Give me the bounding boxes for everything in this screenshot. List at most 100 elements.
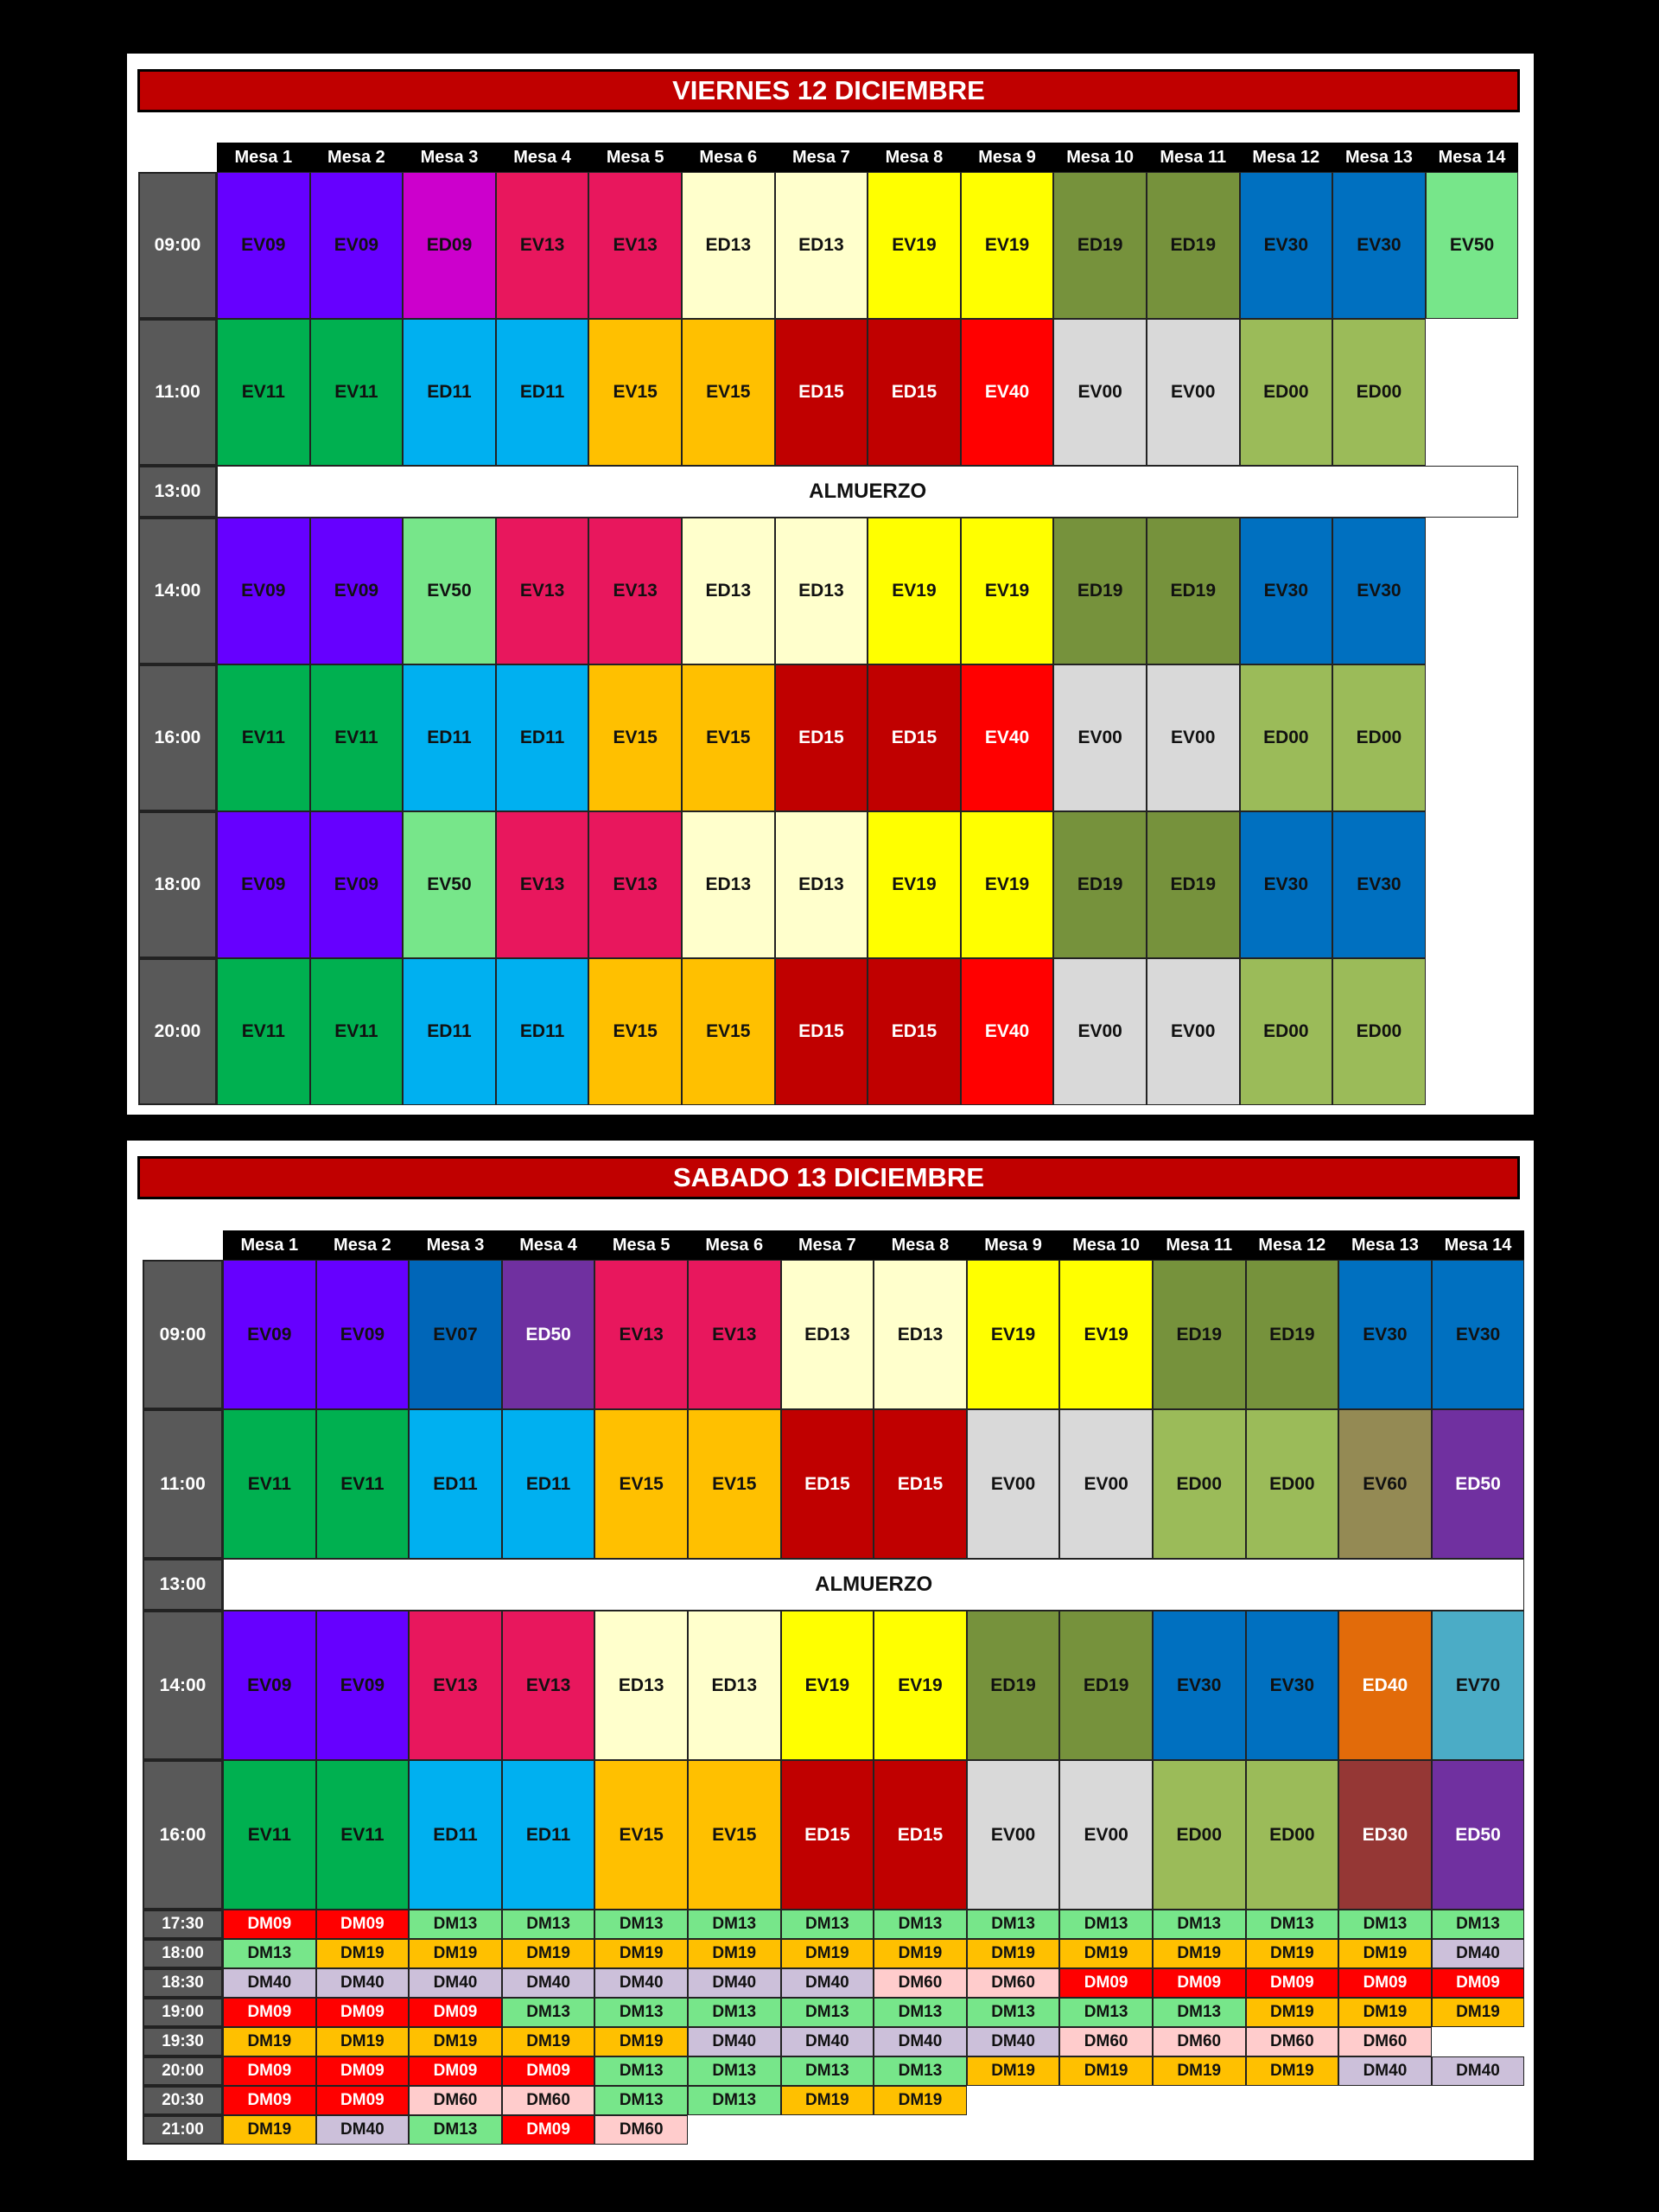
schedule-cell: DM13: [1059, 1998, 1153, 2027]
schedule-cell: ED11: [501, 1409, 595, 1559]
schedule-cell: DM19: [966, 2056, 1060, 2086]
schedule-cell: ED00: [1332, 319, 1426, 466]
schedule-cell: DM19: [223, 2027, 316, 2056]
schedule-cell: DM19: [501, 1939, 595, 1968]
schedule-cell: ED40: [1338, 1611, 1432, 1760]
schedule-cell: DM19: [594, 1939, 688, 1968]
schedule-cell: DM19: [315, 1939, 410, 1968]
column-header-mesa-2: Mesa 2: [315, 1230, 410, 1260]
empty-cell: [1152, 2086, 1246, 2115]
schedule-cell: ED11: [501, 1760, 595, 1910]
schedule-cell: ED00: [1239, 958, 1333, 1105]
schedule-cell: DM09: [1338, 1968, 1432, 1998]
schedule-cell: DM09: [409, 2056, 502, 2086]
time-label: 14:00: [138, 518, 217, 664]
schedule-cell: DM40: [687, 1968, 781, 1998]
schedule-cell: DM40: [1431, 2056, 1525, 2086]
schedule-cell: EV11: [309, 958, 404, 1105]
schedule-cell: DM13: [501, 1998, 595, 2027]
schedule-cell: DM19: [966, 1939, 1060, 1968]
schedule-cell: DM09: [1245, 1968, 1339, 1998]
schedule-cell: DM60: [1338, 2027, 1432, 2056]
schedule-cell: DM13: [594, 2086, 688, 2115]
schedule-cell: DM09: [315, 2056, 410, 2086]
schedule-cell: EV70: [1431, 1611, 1525, 1760]
time-label: 20:00: [138, 958, 217, 1105]
schedule-cell: DM13: [687, 1998, 781, 2027]
schedule-cell: ED09: [403, 172, 496, 319]
schedule-cell: ED15: [868, 319, 961, 466]
schedule-cell: DM13: [409, 2115, 502, 2145]
schedule-cell: DM60: [1245, 2027, 1339, 2056]
schedule-cell: EV13: [501, 1611, 595, 1760]
schedule-cell: EV11: [217, 319, 310, 466]
schedule-cell: EV15: [594, 1409, 688, 1559]
schedule-cell: DM09: [1152, 1968, 1246, 1998]
schedule-cell: EV19: [868, 811, 961, 958]
schedule-cell: ED00: [1332, 958, 1426, 1105]
schedule-cell: DM19: [1338, 1998, 1432, 2027]
schedule-cell: EV00: [1053, 958, 1147, 1105]
schedule-cell: DM19: [874, 2086, 967, 2115]
time-label: 20:30: [143, 2086, 223, 2115]
schedule-cell: EV40: [960, 664, 1054, 811]
time-label: 18:00: [138, 811, 217, 958]
schedule-cell: ED15: [868, 958, 961, 1105]
schedule-cell: ED13: [681, 172, 775, 319]
schedule-grid: Mesa 1 Mesa 2 Mesa 3 Mesa 4 Mesa 5 Mesa 6 Mesa…: [138, 143, 1519, 1105]
schedule-cell: DM40: [687, 2027, 781, 2056]
schedule-cell: EV00: [966, 1409, 1060, 1559]
schedule-cell: EV15: [681, 319, 775, 466]
column-header-mesa-11: Mesa 11: [1146, 143, 1240, 172]
schedule-cell: EV09: [217, 811, 310, 958]
schedule-cell: EV60: [1338, 1409, 1432, 1559]
day-title: SABADO 13 DICIEMBRE: [137, 1156, 1520, 1199]
schedule-cell: ED13: [594, 1611, 688, 1760]
header-corner: [138, 143, 217, 172]
schedule-cell: DM19: [409, 2027, 502, 2056]
schedule-cell: DM60: [874, 1968, 967, 1998]
schedule-cell: DM19: [1431, 1998, 1525, 2027]
schedule-cell: EV11: [217, 664, 310, 811]
empty-cell: [1431, 2086, 1525, 2115]
schedule-cell: DM40: [594, 1968, 688, 1998]
column-header-mesa-11: Mesa 11: [1152, 1230, 1246, 1260]
schedule-cell: ED19: [1053, 172, 1147, 319]
empty-cell: [966, 2086, 1060, 2115]
schedule-cell: ED15: [780, 1409, 874, 1559]
schedule-cell: DM13: [687, 1910, 781, 1939]
schedule-cell: ED15: [874, 1409, 967, 1559]
column-header-mesa-10: Mesa 10: [1059, 1230, 1153, 1260]
schedule-cell: DM40: [874, 2027, 967, 2056]
schedule-cell: EV50: [1425, 172, 1519, 319]
schedule-cell: EV13: [594, 1260, 688, 1409]
schedule-cell: ED11: [495, 958, 589, 1105]
time-label: 09:00: [143, 1260, 223, 1409]
schedule-cell: DM13: [780, 1910, 874, 1939]
column-header-mesa-3: Mesa 3: [403, 143, 496, 172]
schedule-cell: DM60: [1152, 2027, 1246, 2056]
schedule-cell: EV11: [217, 958, 310, 1105]
schedule-cell: DM13: [874, 1910, 967, 1939]
schedule-cell: EV11: [315, 1409, 410, 1559]
schedule-cell: DM19: [1059, 2056, 1153, 2086]
schedule-cell: EV15: [687, 1760, 781, 1910]
schedule-cell: EV15: [594, 1760, 688, 1910]
schedule-cell: EV15: [681, 664, 775, 811]
schedule-cell: DM19: [1059, 1939, 1153, 1968]
schedule-cell: DM19: [1245, 1998, 1339, 2027]
schedule-cell: DM40: [780, 1968, 874, 1998]
schedule-cell: DM13: [1152, 1910, 1246, 1939]
schedule-cell: DM13: [223, 1939, 316, 1968]
empty-cell: [966, 2115, 1060, 2145]
column-header-mesa-6: Mesa 6: [681, 143, 775, 172]
schedule-cell: DM19: [780, 1939, 874, 1968]
schedule-cell: EV00: [1053, 664, 1147, 811]
schedule-cell: EV19: [868, 518, 961, 664]
schedule-cell: ED13: [687, 1611, 781, 1760]
time-label: 11:00: [138, 319, 217, 466]
schedule-cell: EV30: [1431, 1260, 1525, 1409]
schedule-cell: EV09: [309, 172, 404, 319]
time-label: 16:00: [143, 1760, 223, 1910]
